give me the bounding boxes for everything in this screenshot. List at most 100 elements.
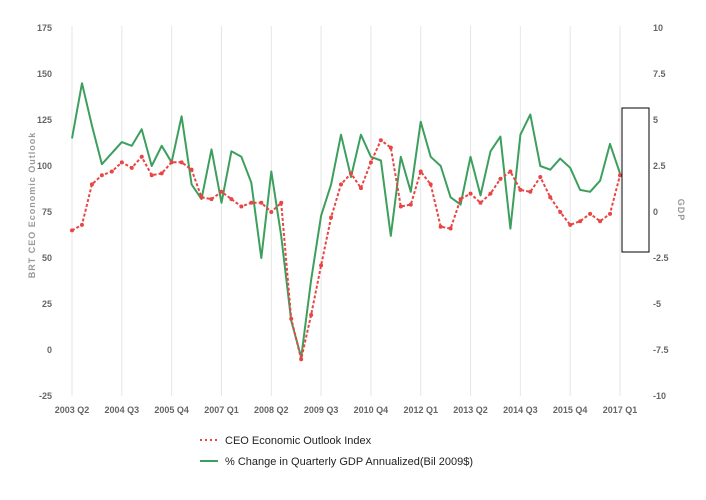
ceo-point xyxy=(448,226,453,231)
left-tick-label: 50 xyxy=(42,253,52,263)
ceo-point xyxy=(329,215,334,220)
ceo-point xyxy=(478,200,483,205)
left-tick-label: -25 xyxy=(39,391,52,401)
right-tick-label: 7.5 xyxy=(653,69,666,79)
highlight-box xyxy=(621,107,650,253)
grid-lines xyxy=(71,26,621,396)
right-axis-title: GDP xyxy=(676,199,686,222)
right-tick-label: 5 xyxy=(653,115,658,125)
right-tick-label: -10 xyxy=(653,391,666,401)
legend: CEO Economic Outlook Index % Change in Q… xyxy=(200,435,473,468)
ceo-point xyxy=(588,211,593,216)
x-tick-label: 2014 Q3 xyxy=(503,405,538,415)
right-tick-label: 2.5 xyxy=(653,161,666,171)
ceo-point xyxy=(259,200,264,205)
ceo-point xyxy=(528,189,533,194)
left-axis-title: BRT CEO Economic Outlook xyxy=(27,132,37,279)
x-tick-label: 2003 Q2 xyxy=(55,405,90,415)
ceo-point xyxy=(408,202,413,207)
x-axis-ticks: 2003 Q2 2004 Q3 2005 Q4 2007 Q1 2008 Q2 2009 … xyxy=(55,405,638,415)
ceo-point xyxy=(598,219,603,224)
x-tick-label: 2004 Q3 xyxy=(105,405,140,415)
left-tick-label: 125 xyxy=(37,115,52,125)
right-tick-label: 0 xyxy=(653,207,658,217)
ceo-point xyxy=(299,357,304,362)
right-tick-label: -7.5 xyxy=(653,345,669,355)
x-tick-label: 2017 Q1 xyxy=(603,405,638,415)
ceo-point xyxy=(249,200,254,205)
ceo-point xyxy=(159,171,164,176)
ceo-point xyxy=(428,182,433,187)
ceo-point xyxy=(518,187,523,192)
ceo-point xyxy=(398,204,403,209)
x-tick-label: 2008 Q2 xyxy=(254,405,289,415)
x-tick-label: 2007 Q1 xyxy=(204,405,239,415)
ceo-point xyxy=(368,160,373,165)
legend-label-ceo: CEO Economic Outlook Index xyxy=(225,435,372,447)
ceo-point xyxy=(508,169,513,174)
ceo-point xyxy=(309,313,314,318)
right-tick-label: 10 xyxy=(653,23,663,33)
left-tick-label: 0 xyxy=(47,345,52,355)
ceo-point xyxy=(139,154,144,159)
ceo-point xyxy=(498,176,503,181)
ceo-point xyxy=(488,191,493,196)
ceo-point xyxy=(129,165,134,170)
series-line-gdp xyxy=(71,82,621,359)
ceo-point xyxy=(358,186,363,191)
ceo-point xyxy=(269,210,274,214)
ceo-point xyxy=(169,160,174,165)
ceo-point xyxy=(458,197,463,202)
ceo-point xyxy=(339,182,344,187)
series-line-ceo xyxy=(71,139,621,361)
ceo-point xyxy=(289,316,294,321)
ceo-point xyxy=(229,197,234,202)
ceo-point xyxy=(468,191,473,196)
ceo-point xyxy=(618,173,622,178)
x-tick-label: 2009 Q3 xyxy=(304,405,339,415)
ceo-point xyxy=(209,197,214,202)
ceo-point xyxy=(219,189,224,194)
ceo-point xyxy=(608,211,613,216)
ceo-point xyxy=(99,173,104,178)
ceo-point xyxy=(388,145,393,150)
ceo-point xyxy=(79,222,84,227)
ceo-point xyxy=(149,173,154,178)
ceo-point xyxy=(558,210,563,214)
x-tick-label: 2015 Q4 xyxy=(553,405,588,415)
right-axis-ticks: 10 7.5 5 2.5 0 -2.5 -5 -7.5 -10 xyxy=(653,23,669,401)
ceo-point xyxy=(239,204,244,209)
ceo-point xyxy=(179,160,184,165)
left-axis-ticks: 175 150 125 100 75 50 25 0 -25 xyxy=(37,23,52,401)
series-layer xyxy=(70,82,622,362)
ceo-point xyxy=(348,171,353,176)
ceo-point xyxy=(319,263,324,268)
x-tick-label: 2012 Q1 xyxy=(403,405,438,415)
legend-item-ceo[interactable]: CEO Economic Outlook Index xyxy=(200,435,372,447)
x-tick-label: 2013 Q2 xyxy=(453,405,488,415)
ceo-point xyxy=(89,182,94,187)
left-tick-label: 25 xyxy=(42,299,52,309)
right-tick-label: -5 xyxy=(653,299,661,309)
right-tick-label: -2.5 xyxy=(653,253,669,263)
left-tick-label: 175 xyxy=(37,23,52,33)
left-tick-label: 75 xyxy=(42,207,52,217)
left-tick-label: 150 xyxy=(37,69,52,79)
ceo-point xyxy=(119,160,124,165)
ceo-point xyxy=(548,195,553,200)
ceo-point xyxy=(578,219,583,224)
x-tick-label: 2005 Q4 xyxy=(154,405,189,415)
x-tick-label: 2010 Q4 xyxy=(354,405,389,415)
legend-item-gdp[interactable]: % Change in Quarterly GDP Annualized(Bil… xyxy=(200,456,473,468)
ceo-point xyxy=(199,195,204,200)
ceo-point xyxy=(378,138,383,143)
legend-label-gdp: % Change in Quarterly GDP Annualized(Bil… xyxy=(225,456,473,468)
ceo-point xyxy=(279,200,284,205)
ceo-point xyxy=(109,169,114,174)
ceo-point xyxy=(438,224,443,229)
ceo-point xyxy=(189,167,194,172)
ceo-point xyxy=(70,228,74,233)
ceo-point xyxy=(568,222,573,227)
ceo-point xyxy=(538,175,543,180)
